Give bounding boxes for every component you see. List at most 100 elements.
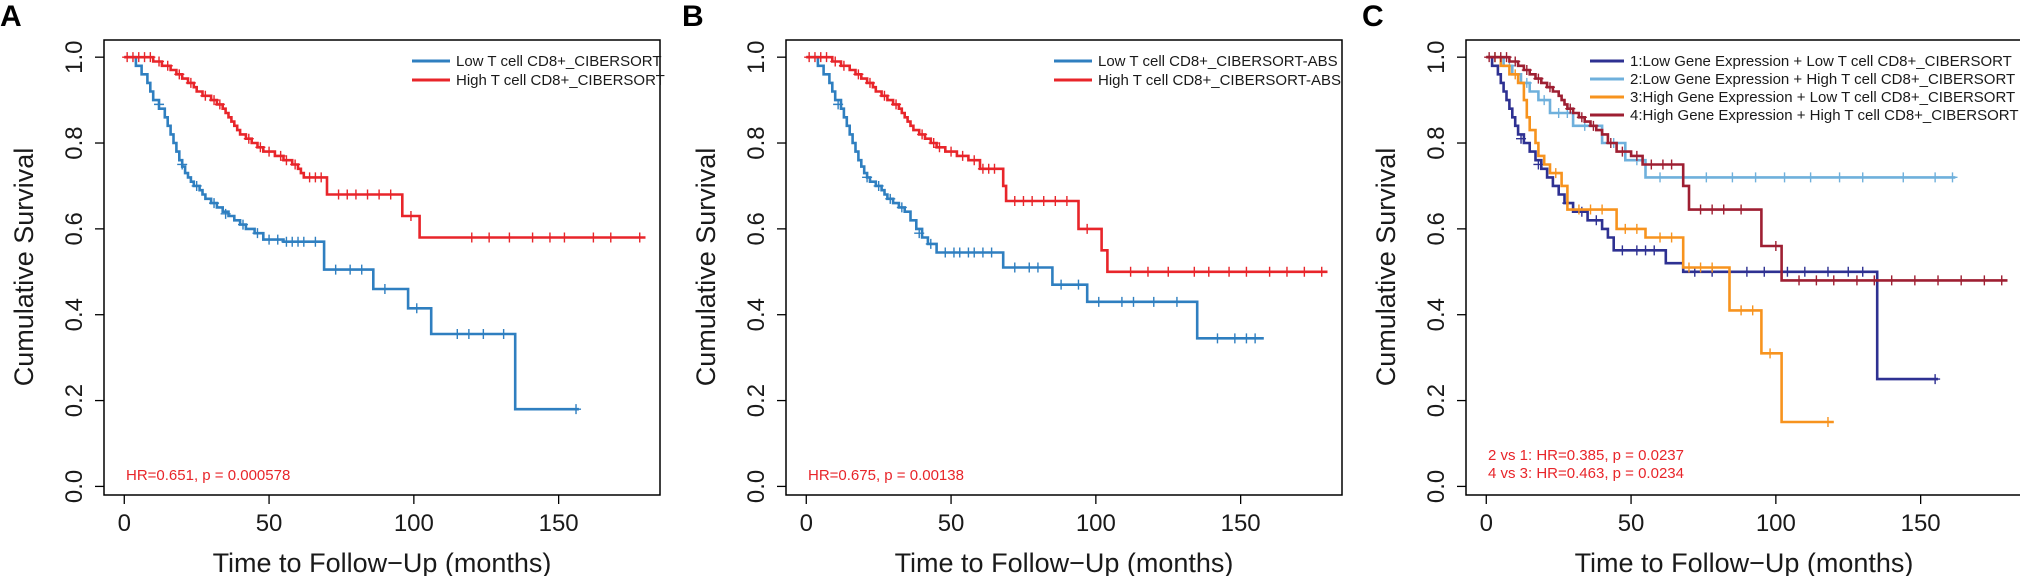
censor-mark [1073, 279, 1084, 290]
x-tick-label: 100 [394, 510, 434, 537]
censor-mark [264, 146, 275, 157]
censor-mark [272, 234, 283, 245]
stat-annotation: HR=0.675, p = 0.00138 [808, 467, 964, 484]
censor-mark [1516, 133, 1527, 144]
censor-mark [1701, 172, 1712, 183]
censor-mark [1620, 223, 1631, 234]
censor-mark [1027, 195, 1038, 206]
censor-mark [350, 189, 361, 200]
panel-letter: A [0, 0, 22, 33]
panel-c: C 0 50 100 150 0.0 0.2 0.4 0.6 0.8 1.0 Time to Fo… [1362, 0, 2020, 576]
censor-mark [1203, 266, 1214, 277]
censor-mark [1666, 232, 1677, 243]
censor-mark [1148, 296, 1159, 307]
censor-mark [946, 146, 957, 157]
censor-mark [891, 99, 902, 110]
censor-mark [385, 189, 396, 200]
y-tick-label: 0.8 [1423, 126, 1450, 159]
censor-mark [957, 150, 968, 161]
censor-mark [191, 180, 202, 191]
censor-mark [885, 193, 896, 204]
censor-mark [374, 189, 385, 200]
censor-mark [264, 234, 275, 245]
censor-mark [214, 99, 225, 110]
censor-mark [1299, 266, 1310, 277]
censor-mark [1956, 275, 1967, 286]
plot-frame [785, 39, 1343, 496]
y-tick-label: 1.0 [743, 40, 770, 73]
censor-mark [1979, 275, 1990, 286]
plot-frame [103, 39, 661, 496]
censor-mark [316, 172, 327, 183]
censor-mark [1038, 195, 1049, 206]
y-tick-label: 0.8 [61, 126, 88, 159]
censor-mark [356, 264, 367, 275]
censor-mark [1857, 266, 1868, 277]
censor-mark [989, 163, 1000, 174]
legend: 1:Low Gene Expression + Low T cell CD8+_… [1590, 53, 2019, 124]
censor-mark [1605, 138, 1616, 149]
x-tick-label: 150 [1221, 510, 1261, 537]
censor-mark [1843, 266, 1854, 277]
censor-mark [1050, 195, 1061, 206]
censor-mark [862, 172, 873, 183]
legend-label: 4:High Gene Expression + High T cell CD8… [1630, 107, 2019, 124]
censor-mark [1822, 266, 1833, 277]
censor-mark [1212, 333, 1223, 344]
censor-mark [1799, 266, 1810, 277]
legend-label: 3:High Gene Expression + Low T cell CD8+… [1630, 89, 2015, 106]
legend-label: High T cell CD8+_CIBERSORT [456, 72, 665, 89]
censor-mark [954, 247, 965, 258]
censor-mark [1550, 168, 1561, 179]
censor-mark [1539, 95, 1550, 106]
censor-mark [1909, 275, 1920, 286]
censor-mark [821, 52, 832, 63]
censor-mark [290, 159, 301, 170]
censor-mark [853, 69, 864, 80]
censor-mark [969, 247, 980, 258]
censor-mark [1501, 52, 1512, 63]
censor-mark [1805, 172, 1816, 183]
censor-mark [1727, 172, 1738, 183]
censor-mark [1565, 103, 1576, 114]
censor-mark [1794, 275, 1805, 286]
censor-mark [1142, 266, 1153, 277]
censor-mark [934, 142, 945, 153]
survival-curve [1486, 55, 1834, 424]
censor-mark [1585, 204, 1596, 215]
censor-mark [1718, 204, 1729, 215]
survival-curve [124, 55, 646, 239]
panel-letter: B [682, 0, 704, 33]
censor-mark [914, 228, 925, 239]
y-tick-label: 0.6 [743, 212, 770, 245]
censor-mark [1533, 159, 1544, 170]
censor-mark [1241, 266, 1252, 277]
censor-mark [1510, 56, 1521, 67]
x-tick-label: 0 [1480, 510, 1493, 537]
censor-mark [1869, 275, 1880, 286]
x-tick-label: 0 [118, 510, 131, 537]
censor-mark [1009, 262, 1020, 273]
censor-mark [1553, 107, 1564, 118]
censor-mark [1128, 296, 1139, 307]
censor-mark [1770, 241, 1781, 252]
censor-mark [1822, 417, 1833, 428]
censor-mark [1171, 296, 1182, 307]
censor-mark [864, 77, 875, 88]
censor-mark [1163, 266, 1174, 277]
censor-mark [1741, 266, 1752, 277]
x-tick-label: 50 [256, 510, 283, 537]
censor-mark [1189, 266, 1200, 277]
censor-mark [310, 236, 321, 247]
censor-mark [1544, 82, 1555, 93]
censor-mark [174, 69, 185, 80]
stat-annotation: 4 vs 3: HR=0.463, p = 0.0234 [1488, 465, 1684, 482]
censor-mark [1707, 262, 1718, 273]
y-tick-label: 0.4 [61, 298, 88, 331]
censor-mark [1631, 223, 1642, 234]
censor-mark [379, 283, 390, 294]
y-tick-label: 0.2 [743, 384, 770, 417]
censor-mark [1747, 305, 1758, 316]
censor-mark [162, 60, 173, 71]
